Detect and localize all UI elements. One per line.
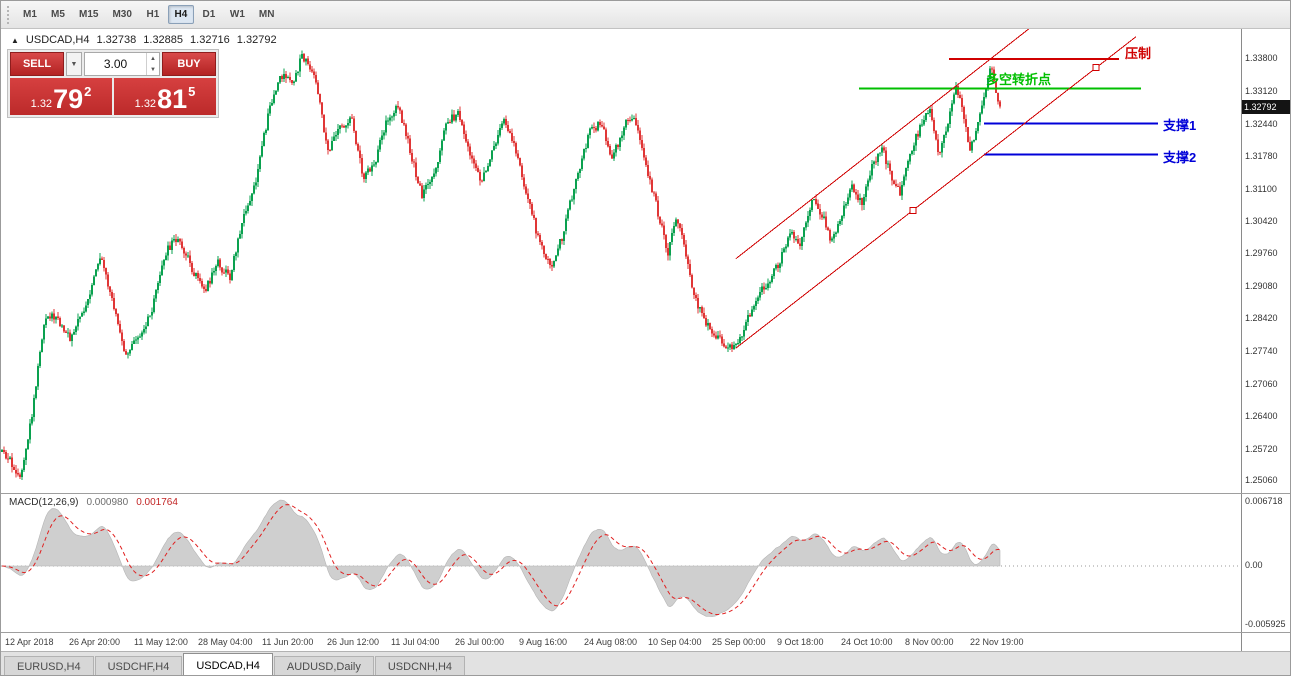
price-axis-label: 1.25720 [1245, 444, 1278, 454]
macd-header: MACD(12,26,9) 0.000980 0.001764 [9, 497, 178, 508]
sell-price-pipette: 2 [84, 84, 92, 99]
lot-size-value: 3.00 [103, 57, 128, 71]
chart-symbol: USDCAD,H4 [25, 34, 90, 46]
trade-panel: SELL ▼ 3.00 ▲ ▼ BUY 1.32 79 2 1.32 81 5 [7, 49, 219, 118]
time-axis-label: 11 Jul 04:00 [391, 637, 440, 647]
timeframe-button-w1[interactable]: W1 [229, 9, 245, 20]
support-1-label[interactable]: 支撑1 [1163, 118, 1197, 133]
lot-size-field[interactable]: 3.00 ▲ ▼ [84, 52, 160, 76]
time-axis-label: 26 Jun 12:00 [327, 637, 380, 647]
macd-top-separator[interactable] [1, 493, 1290, 494]
ohlc-low: 1.32716 [190, 34, 230, 46]
price-axis-label: 1.27740 [1245, 346, 1278, 356]
lot-dropdown-caret[interactable]: ▼ [66, 52, 82, 76]
ohlc-open: 1.32738 [96, 34, 137, 46]
macd-chart [1, 499, 1241, 617]
time-axis-label: 11 May 12:00 [134, 637, 188, 647]
chevron-down-icon: ▼ [70, 60, 78, 68]
symbol-marker-icon: ▲ [11, 35, 19, 45]
macd-main-value: 0.000980 [86, 497, 129, 508]
timeframe-button-m1[interactable]: M1 [23, 9, 37, 20]
price-axis[interactable]: 1.33800 1.33120 1.32440 1.31780 1.31100 1.304… [1244, 29, 1290, 493]
price-axis-label: 1.29760 [1245, 248, 1278, 258]
ohlc-high: 1.32885 [143, 34, 184, 46]
time-axis-label: 9 Oct 18:00 [777, 637, 824, 647]
sell-price-display[interactable]: 1.32 79 2 [10, 78, 112, 115]
buy-price-prefix: 1.32 [134, 98, 157, 110]
macd-signal-value: 0.001764 [136, 497, 178, 508]
timeframe-button-m30[interactable]: M30 [112, 9, 132, 20]
macd-axis-label: 0.006718 [1245, 496, 1283, 506]
sell-button[interactable]: SELL [10, 52, 64, 76]
chart-tab-usdcnh-h4[interactable]: USDCNH,H4 [374, 656, 466, 675]
lot-increase-button[interactable]: ▲ [150, 55, 156, 62]
resistance-label[interactable]: 压制 [1125, 46, 1152, 61]
buy-price-big: 81 [157, 84, 188, 115]
timeframe-button-m5[interactable]: M5 [51, 9, 65, 20]
current-price-tag: 1.32792 [1242, 100, 1290, 114]
timeframe-button-h4[interactable]: H4 [167, 5, 194, 24]
time-axis-label: 22 Nov 19:00 [970, 637, 1024, 647]
macd-axis-label: 0.00 [1245, 560, 1263, 570]
chart-tab-bar: EURUSD,H4 USDCHF,H4 USDCAD,H4 AUDUSD,Daily U… [1, 651, 1290, 675]
timeframe-button-h1[interactable]: H1 [146, 9, 160, 20]
ohlc-close: 1.32792 [236, 34, 277, 46]
price-axis-label: 1.29080 [1245, 281, 1278, 291]
time-axis-label: 28 May 04:00 [198, 637, 253, 647]
time-axis-label: 8 Nov 00:00 [905, 637, 954, 647]
lot-spinner: ▲ ▼ [146, 53, 159, 75]
timeframe-buttons: M1 M5 M15 M30 H1 H4 D1 W1 MN [17, 5, 280, 24]
macd-panel[interactable] [1, 494, 1241, 632]
macd-axis-label: -0.005925 [1245, 619, 1286, 629]
time-axis-label: 9 Aug 16:00 [519, 637, 568, 647]
chart-tab-audusd-daily[interactable]: AUDUSD,Daily [273, 656, 374, 675]
price-axis-label: 1.26400 [1245, 411, 1278, 421]
toolbar-grip[interactable] [7, 5, 11, 24]
buy-button[interactable]: BUY [162, 52, 216, 76]
support-2-label[interactable]: 支撑2 [1163, 150, 1197, 165]
macd-bottom-separator [1, 632, 1290, 633]
chart-tab-usdchf-h4[interactable]: USDCHF,H4 [94, 656, 183, 675]
time-axis-label: 12 Apr 2018 [5, 637, 54, 647]
timeframe-button-mn[interactable]: MN [258, 9, 275, 20]
price-axis-label: 1.25060 [1245, 475, 1278, 485]
timeframe-button-m15[interactable]: M15 [79, 9, 99, 20]
sell-price-prefix: 1.32 [30, 98, 53, 110]
price-axis-label: 1.32440 [1245, 119, 1278, 129]
price-axis-label: 1.33120 [1245, 86, 1278, 96]
time-axis-label: 24 Aug 08:00 [584, 637, 638, 647]
price-axis-label: 1.27060 [1245, 379, 1278, 389]
axis-vertical-separator [1241, 29, 1242, 651]
sell-price-big: 79 [53, 84, 84, 115]
price-axis-label: 1.31100 [1245, 184, 1277, 194]
time-axis-label: 26 Apr 20:00 [69, 637, 121, 647]
time-axis-label: 10 Sep 04:00 [648, 637, 702, 647]
chart-ohlc-header: ▲ USDCAD,H4 1.32738 1.32885 1.32716 1.32… [11, 34, 277, 46]
chart-tab-usdcad-h4[interactable]: USDCAD,H4 [183, 653, 273, 675]
price-axis-label: 1.28420 [1245, 313, 1278, 323]
timeframe-toolbar: M1 M5 M15 M30 H1 H4 D1 W1 MN [1, 1, 1290, 29]
macd-axis[interactable]: 0.006718 0.00 -0.005925 [1244, 494, 1290, 632]
candlestick-chart [1, 29, 1158, 480]
price-axis-label: 1.31780 [1245, 151, 1278, 161]
buy-price-pipette: 5 [188, 84, 196, 99]
bull-bear-pivot-label[interactable]: 多空转折点 [986, 72, 1052, 87]
chart-tab-eurusd-h4[interactable]: EURUSD,H4 [4, 656, 94, 675]
time-axis[interactable]: 12 Apr 2018 26 Apr 20:00 11 May 12:00 28 Ma… [1, 633, 1241, 651]
timeframe-button-d1[interactable]: D1 [202, 9, 216, 20]
macd-indicator-label: MACD(12,26,9) [9, 497, 79, 508]
time-axis-label: 26 Jul 00:00 [455, 637, 505, 647]
price-axis-label: 1.30420 [1245, 216, 1278, 226]
annotation-layer: 压制多空转折点支撑1 支撑2 [1, 29, 1241, 493]
time-axis-label: 25 Sep 00:00 [712, 637, 766, 647]
lot-decrease-button[interactable]: ▼ [150, 66, 156, 73]
price-axis-label: 1.33800 [1245, 53, 1278, 63]
time-axis-label: 24 Oct 10:00 [841, 637, 893, 647]
buy-price-display[interactable]: 1.32 81 5 [114, 78, 216, 115]
time-axis-label: 11 Jun 20:00 [262, 637, 314, 647]
